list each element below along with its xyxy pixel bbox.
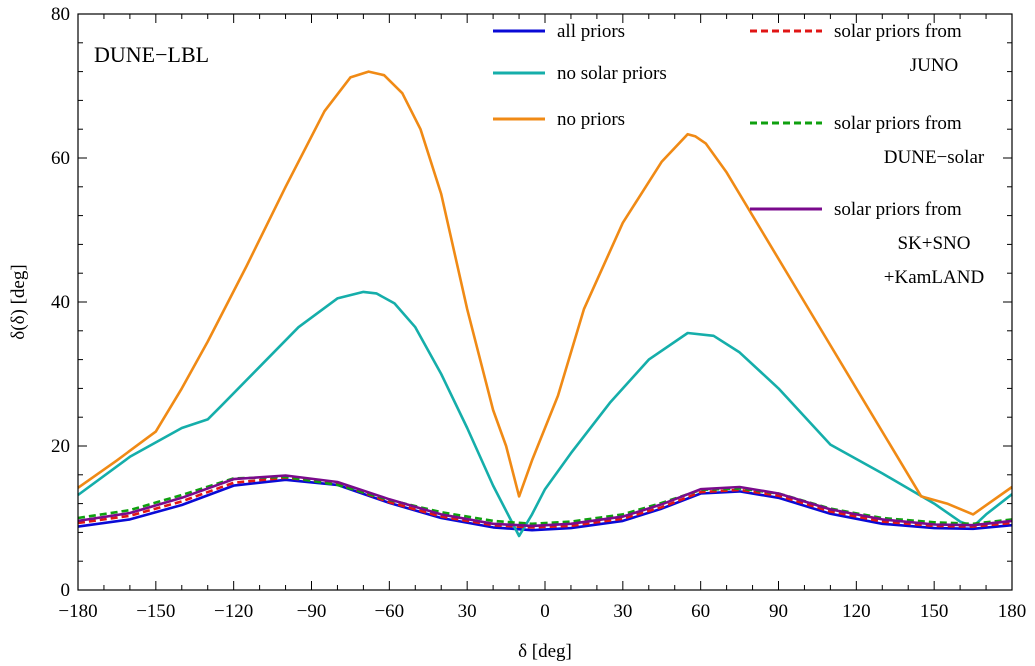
legend: all priors no solar priors no priors solar …	[493, 21, 985, 288]
panel-label: DUNE−LBL	[94, 42, 209, 67]
x-tick-label: 30	[613, 601, 632, 622]
x-tick-label: 90	[769, 601, 788, 622]
legend-label: solar priors from	[834, 199, 962, 220]
y-tick-label: 0	[61, 580, 71, 601]
plot-lines	[77, 70, 1013, 538]
y-axis-title: δ(δ) [deg]	[8, 264, 29, 339]
y-tick-label: 80	[51, 4, 70, 25]
y-tick-label: 40	[51, 292, 70, 313]
x-axis-title: δ [deg]	[518, 641, 572, 662]
legend-label: JUNO	[910, 55, 959, 76]
axis-ticks	[77, 13, 1013, 591]
legend-label: solar priors from	[834, 21, 962, 42]
x-tick-label: 60	[691, 601, 710, 622]
tick-labels: −180 −150 −120 −90 −60 30 0 30 60 90 120 150 180 0 20 4…	[51, 4, 1026, 622]
x-tick-label: 150	[920, 601, 949, 622]
series-line-0	[77, 478, 1013, 532]
x-tick-label: 30	[458, 601, 477, 622]
legend-label: solar priors from	[834, 113, 962, 134]
x-tick-label: 180	[998, 601, 1027, 622]
x-tick-label: −60	[374, 601, 404, 622]
legend-label: all priors	[557, 21, 625, 42]
x-tick-label: −90	[297, 601, 327, 622]
x-tick-label: −120	[214, 601, 253, 622]
series-line-5	[77, 474, 1013, 528]
legend-label: no priors	[557, 109, 625, 130]
legend-label: +KamLAND	[884, 267, 984, 288]
legend-label: no solar priors	[557, 63, 667, 84]
x-tick-label: −150	[136, 601, 175, 622]
x-tick-label: 120	[842, 601, 871, 622]
y-tick-label: 60	[51, 148, 70, 169]
legend-label: SK+SNO	[897, 233, 970, 254]
series-line-2	[77, 70, 1013, 516]
series-line-3	[77, 476, 1013, 529]
x-tick-label: 0	[540, 601, 550, 622]
x-tick-label: −180	[58, 601, 97, 622]
legend-label: DUNE−solar	[884, 147, 985, 168]
y-tick-label: 20	[51, 436, 70, 457]
